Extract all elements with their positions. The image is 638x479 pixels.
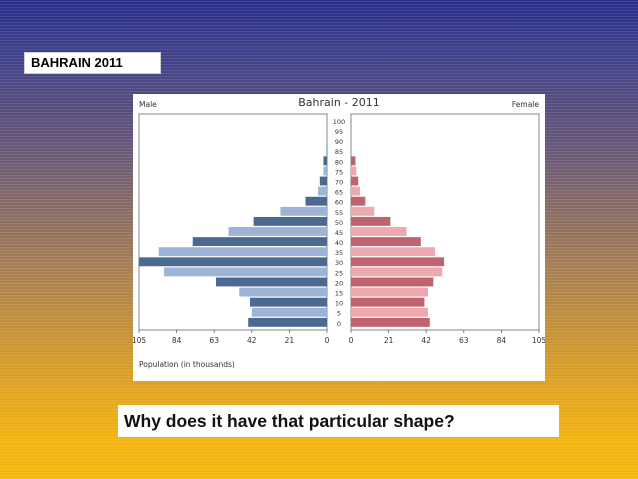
- male-bar-age-5: [251, 307, 327, 317]
- male-bar-age-35: [158, 247, 327, 257]
- male-x-tick-105: 105: [133, 336, 146, 345]
- female-bar-age-30: [351, 257, 445, 267]
- female-bar-age-60: [351, 196, 366, 206]
- chart-title: Bahrain - 2011: [298, 96, 380, 109]
- male-bar-age-85: [326, 146, 327, 156]
- male-bar-age-75: [323, 166, 327, 176]
- age-label-40: 40: [335, 239, 343, 247]
- population-pyramid-chart: Bahrain - 2011 Male Female 100 95 90 85 80 75…: [133, 94, 545, 381]
- female-bar-age-35: [351, 247, 436, 257]
- male-bar-age-20: [215, 277, 327, 287]
- male-bar-age-50: [253, 216, 327, 226]
- age-label-55: 55: [335, 209, 343, 217]
- age-label-70: 70: [335, 178, 343, 186]
- female-bar-age-80: [351, 156, 356, 166]
- female-bar-age-40: [351, 237, 421, 247]
- male-x-tick-0: 0: [325, 336, 330, 345]
- male-bar-age-0: [248, 317, 327, 327]
- female-x-tick-42: 42: [421, 336, 431, 345]
- male-x-tick-21: 21: [285, 336, 295, 345]
- age-label-75: 75: [335, 168, 343, 176]
- age-label-90: 90: [335, 138, 343, 146]
- female-label: Female: [512, 100, 540, 109]
- age-label-10: 10: [335, 300, 343, 308]
- female-bar-age-25: [351, 267, 443, 277]
- question-text: Why does it have that particular shape?: [118, 405, 559, 437]
- female-x-tick-84: 84: [497, 336, 507, 345]
- age-label-45: 45: [335, 229, 343, 237]
- female-bar-age-5: [351, 307, 428, 317]
- age-label-100: 100: [333, 118, 345, 126]
- age-label-30: 30: [335, 259, 343, 267]
- age-label-35: 35: [335, 249, 343, 257]
- ticks-layer: 1009590858075706560555045403530252015105…: [133, 118, 545, 345]
- age-label-0: 0: [337, 320, 341, 328]
- male-bar-age-70: [319, 176, 327, 186]
- age-label-80: 80: [335, 158, 343, 166]
- male-x-tick-84: 84: [172, 336, 182, 345]
- female-bar-age-45: [351, 227, 407, 236]
- age-label-65: 65: [335, 189, 343, 197]
- female-x-tick-0: 0: [349, 336, 354, 345]
- age-label-15: 15: [335, 290, 343, 298]
- bars-layer: [139, 146, 445, 327]
- female-x-tick-21: 21: [384, 336, 394, 345]
- age-label-85: 85: [335, 148, 343, 156]
- female-bar-age-70: [351, 176, 359, 186]
- male-bar-age-55: [280, 206, 327, 216]
- age-label-20: 20: [335, 279, 343, 287]
- female-bar-age-15: [351, 287, 428, 297]
- male-bar-age-40: [192, 237, 327, 247]
- age-label-95: 95: [335, 128, 343, 136]
- male-x-tick-42: 42: [247, 336, 257, 345]
- female-bar-age-85: [351, 146, 352, 156]
- male-bar-age-10: [250, 297, 327, 307]
- male-bar-age-30: [139, 257, 327, 267]
- female-bar-age-65: [351, 186, 360, 196]
- male-bar-age-80: [323, 156, 327, 166]
- age-label-25: 25: [335, 269, 343, 277]
- slide-heading: BAHRAIN 2011: [24, 52, 161, 74]
- female-bar-age-75: [351, 166, 357, 176]
- male-bar-age-15: [239, 287, 327, 297]
- male-bar-age-65: [318, 186, 327, 196]
- female-x-tick-63: 63: [459, 336, 469, 345]
- age-label-50: 50: [335, 219, 343, 227]
- male-bar-age-25: [164, 267, 327, 277]
- male-x-tick-63: 63: [209, 336, 219, 345]
- female-bar-age-55: [351, 206, 375, 216]
- female-bar-age-50: [351, 216, 391, 226]
- male-label: Male: [139, 100, 157, 109]
- female-bar-age-10: [351, 297, 425, 307]
- x-axis-label: Population (in thousands): [139, 360, 235, 369]
- male-bar-age-60: [305, 196, 327, 206]
- female-bar-age-20: [351, 277, 434, 287]
- age-label-5: 5: [337, 310, 341, 318]
- female-x-tick-105: 105: [532, 336, 545, 345]
- male-bar-age-45: [228, 227, 327, 236]
- age-label-60: 60: [335, 199, 343, 207]
- pyramid-svg: Bahrain - 2011 Male Female 1009590858075…: [133, 96, 545, 369]
- female-bar-age-0: [351, 317, 430, 327]
